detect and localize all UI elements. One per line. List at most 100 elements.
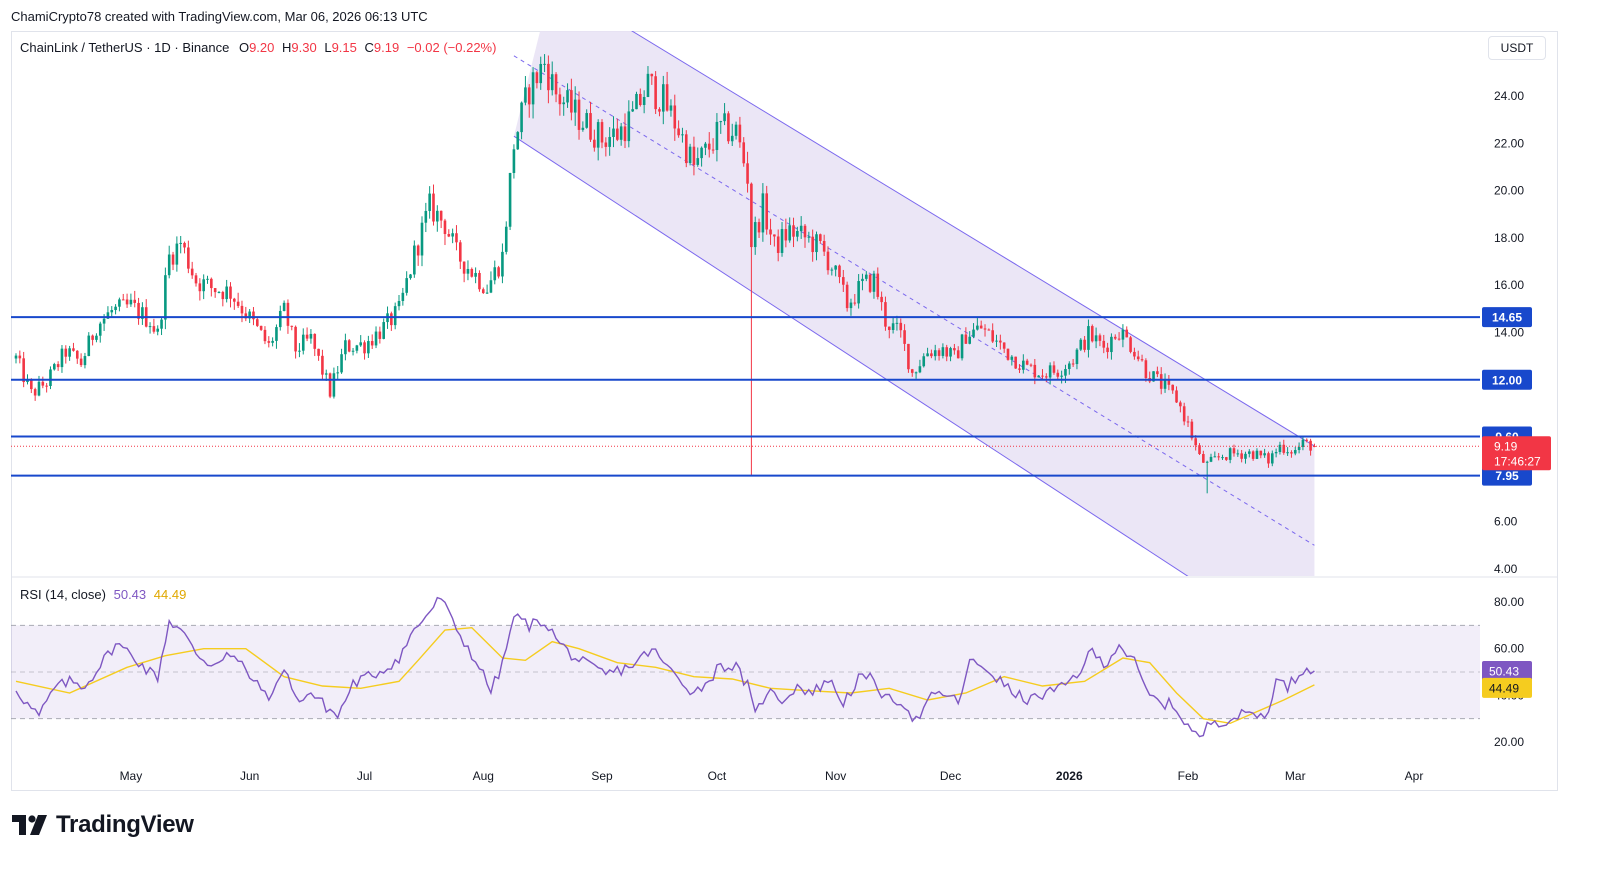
candle-body	[1136, 356, 1140, 360]
candle-body	[447, 234, 451, 237]
candle-body	[1313, 446, 1316, 448]
candle-body	[68, 348, 71, 357]
candle-body	[41, 381, 45, 386]
candle-body	[271, 340, 274, 343]
candle-body	[750, 183, 753, 248]
candle-body	[646, 73, 650, 98]
candle-body	[98, 323, 102, 336]
candle-body	[328, 373, 332, 397]
candle-body	[1110, 336, 1113, 353]
candle-body	[573, 99, 577, 113]
candle-body	[562, 102, 566, 105]
candle-body	[547, 63, 550, 91]
candle-body	[213, 288, 217, 293]
candle-body	[1290, 452, 1293, 454]
candle-body	[30, 379, 33, 390]
chart-caption: ChamiCrypto78 created with TradingView.c…	[11, 9, 428, 24]
rsi-axis-tick: 80.00	[1494, 595, 1524, 609]
candle-body	[711, 149, 715, 151]
candle-body	[1083, 339, 1086, 350]
candle-body	[1179, 402, 1182, 407]
candle-body	[1251, 451, 1255, 459]
candle-body	[263, 329, 267, 342]
level-tag-14.65	[1482, 307, 1532, 328]
candle-body	[822, 240, 826, 252]
currency-unit-button[interactable]: USDT	[1488, 36, 1546, 60]
candle-body	[275, 327, 278, 341]
rsi-name[interactable]: RSI (14, close)	[20, 587, 106, 602]
candle-body	[432, 193, 435, 222]
candle-body	[543, 63, 546, 65]
candle-body	[167, 254, 171, 276]
channel-lower-line	[513, 135, 1189, 576]
candle-body	[581, 127, 585, 130]
level-tag-label-14.65: 14.65	[1492, 311, 1522, 325]
current-price-tag	[1482, 436, 1551, 471]
candle-body	[95, 335, 98, 340]
candle-body	[976, 325, 979, 330]
candle-body	[512, 149, 516, 173]
candle-body	[1041, 375, 1044, 377]
symbol-name[interactable]: ChainLink / TetherUS · 1D · Binance	[20, 40, 230, 55]
candle-body	[83, 356, 87, 366]
price-axis-tick: 24.00	[1494, 89, 1524, 103]
candle-body	[956, 350, 960, 359]
candle-body	[378, 331, 382, 339]
candle-body	[240, 305, 244, 314]
candle-body	[1037, 375, 1040, 378]
candle-body	[1182, 406, 1186, 422]
candle-body	[922, 356, 926, 367]
candle-body	[416, 245, 420, 256]
candle-body	[792, 225, 795, 237]
candle-body	[968, 336, 972, 344]
candle-body	[1228, 448, 1232, 460]
candle-body	[49, 369, 52, 386]
candle-body	[282, 302, 286, 311]
candle-body	[53, 364, 56, 370]
candle-body	[317, 348, 320, 356]
candle-body	[746, 163, 749, 184]
candle-body	[1087, 326, 1090, 350]
candle-body	[125, 299, 129, 305]
candle-body	[1113, 336, 1117, 339]
candle-body	[639, 93, 642, 106]
candle-body	[531, 72, 535, 105]
candle-body	[585, 113, 588, 128]
candle-body	[876, 273, 880, 297]
candle-body	[910, 369, 914, 373]
price-axis-tick: 18.00	[1494, 231, 1524, 245]
candle-body	[830, 269, 834, 271]
chart-frame	[11, 31, 1558, 791]
candle-body	[102, 318, 106, 324]
rsi-ma-legend-value: 44.49	[153, 587, 187, 602]
candle-body	[815, 234, 818, 253]
candle-body	[734, 124, 738, 136]
time-axis-label: Nov	[825, 769, 846, 783]
candle-body	[259, 325, 263, 330]
candle-body	[401, 292, 405, 301]
candle-body	[1263, 453, 1266, 456]
candle-body	[397, 300, 401, 307]
candle-body	[355, 345, 359, 351]
candle-body	[1244, 453, 1247, 459]
candle-body	[577, 99, 581, 130]
candle-body	[424, 210, 428, 223]
low-value: 9.15	[331, 40, 357, 55]
candle-body	[324, 373, 328, 375]
price-axis-tick: 6.00	[1494, 515, 1518, 529]
candle-body	[1159, 374, 1163, 389]
candle-body	[681, 134, 684, 136]
candle-body	[33, 389, 37, 396]
candle-body	[504, 226, 508, 252]
candle-body	[983, 328, 987, 330]
candle-body	[221, 291, 225, 300]
candle-body	[1133, 351, 1136, 357]
candle-body	[1002, 342, 1006, 349]
candle-body	[914, 372, 918, 374]
countdown-label: 17:46:27	[1494, 454, 1541, 468]
candle-body	[949, 348, 952, 357]
candle-body	[1125, 329, 1129, 338]
candle-body	[688, 146, 692, 164]
candle-body	[903, 330, 906, 344]
